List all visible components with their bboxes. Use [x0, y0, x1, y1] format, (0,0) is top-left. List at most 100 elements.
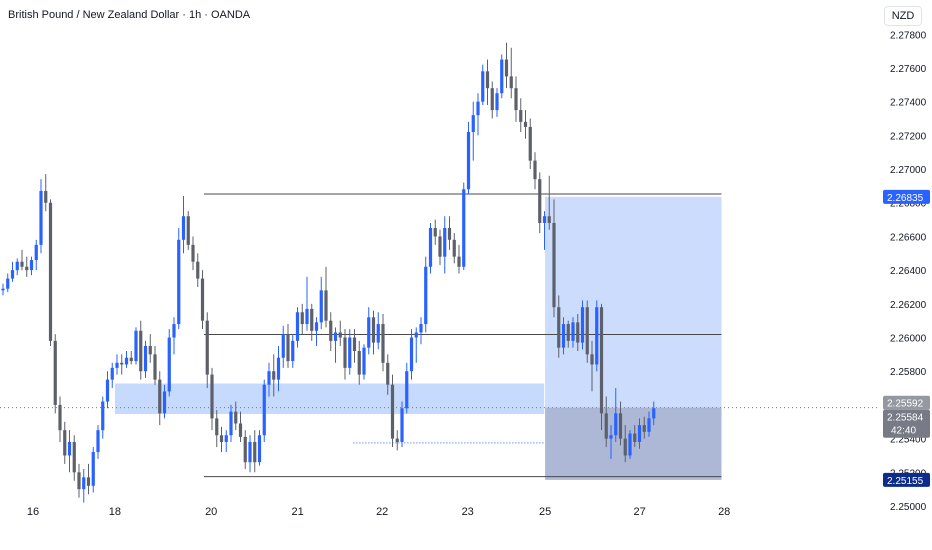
candle-body — [314, 322, 319, 331]
candle-body — [58, 404, 62, 431]
candle-body — [276, 357, 281, 380]
candle-body — [400, 408, 404, 442]
candle-body — [424, 266, 428, 325]
candle-body — [167, 337, 171, 392]
candle-body — [637, 425, 642, 442]
candle-body — [39, 190, 43, 245]
currency-button[interactable]: NZD — [884, 6, 922, 26]
candle-body — [552, 222, 556, 308]
price-axis[interactable]: 2.250002.252002.254002.256002.258002.260… — [890, 30, 927, 513]
candle-body — [428, 228, 433, 267]
candle-body — [405, 371, 409, 409]
candle-body — [224, 435, 228, 442]
candle-body — [158, 379, 162, 414]
candle-body — [162, 391, 167, 414]
candle-body — [609, 435, 613, 439]
stop-zone — [545, 407, 722, 480]
date-tick-label: 25 — [539, 506, 551, 518]
candle-body — [367, 317, 371, 348]
countdown-label: 42:40 — [891, 426, 916, 437]
candle-body — [481, 71, 485, 102]
price-tick-label: 2.26800 — [890, 199, 927, 210]
candle-body — [20, 261, 24, 267]
candle-body — [101, 401, 105, 431]
candle-body — [205, 320, 209, 375]
candle-body — [196, 261, 200, 279]
target-zone — [545, 196, 722, 408]
candle-body — [77, 472, 81, 490]
candle-body — [134, 330, 138, 362]
candle-body — [490, 88, 494, 111]
candle-body — [390, 384, 395, 439]
candle-body — [376, 324, 380, 343]
price-tags-layer: 2.26835 2.25592 2.25584 42:40 2.25155 — [883, 189, 930, 487]
candle-body — [386, 362, 390, 385]
candle-body — [348, 337, 352, 368]
date-tick-label: 22 — [376, 506, 388, 518]
candle-body — [566, 324, 570, 341]
candle-body — [614, 413, 618, 436]
candle-body — [576, 322, 580, 343]
candle-body — [186, 216, 190, 245]
candle-body — [343, 337, 347, 368]
candle-body — [452, 239, 456, 257]
candle-body — [419, 324, 423, 333]
candle-body — [72, 441, 76, 473]
candle-body — [580, 307, 585, 343]
candle-body — [485, 71, 490, 89]
candle-body — [291, 340, 295, 362]
candle-body — [571, 322, 575, 341]
candle-body — [181, 216, 186, 240]
candle-body — [433, 228, 437, 237]
candle-body — [300, 312, 304, 325]
candle-body — [34, 244, 38, 261]
zones-layer — [114, 196, 722, 480]
candle-body — [362, 347, 366, 375]
candle-body — [25, 266, 29, 271]
candle-body — [48, 202, 53, 341]
candle-body — [523, 121, 528, 127]
candle-body — [519, 110, 523, 122]
candle-body — [44, 190, 48, 203]
candle-body — [82, 477, 86, 490]
candle-body — [6, 278, 10, 289]
candle-body — [528, 126, 532, 161]
candle-body — [53, 340, 57, 405]
price-tag-label: 2.25584 — [887, 413, 924, 424]
candle-body — [561, 324, 566, 348]
price-tick-label: 2.26000 — [890, 334, 927, 345]
candle-body — [495, 93, 499, 111]
candle-body — [281, 334, 285, 358]
candle-body — [557, 307, 561, 348]
candle-body — [253, 441, 257, 463]
candle-body — [618, 413, 623, 439]
candle-body — [91, 452, 95, 486]
candle-body — [352, 337, 357, 352]
candle-body — [210, 374, 214, 419]
candle-body — [86, 477, 91, 486]
candle-body — [642, 425, 646, 432]
price-tick-label: 2.27200 — [890, 131, 927, 142]
candle-body — [262, 384, 266, 436]
candle-body — [509, 76, 513, 89]
candle-body — [215, 418, 219, 436]
candle-body — [139, 330, 143, 372]
candle-body — [604, 413, 608, 439]
candle-body — [324, 290, 328, 321]
time-axis[interactable]: 16 18 20 21 22 23 25 27 28 — [27, 506, 730, 518]
candle-body — [542, 216, 547, 223]
price-tag-label: 2.25155 — [887, 476, 924, 487]
candle-body — [200, 278, 205, 321]
candle-body — [500, 59, 504, 94]
price-tag-label: 2.26835 — [887, 193, 924, 204]
candle-body — [172, 324, 176, 338]
candle-body — [267, 371, 271, 385]
candle-body — [286, 334, 290, 362]
candle-body — [148, 345, 152, 355]
candle-body — [129, 357, 133, 362]
price-tag — [883, 189, 930, 204]
candle-body — [547, 216, 551, 223]
candle-body — [599, 307, 604, 414]
price-tick-label: 2.27400 — [890, 98, 927, 109]
